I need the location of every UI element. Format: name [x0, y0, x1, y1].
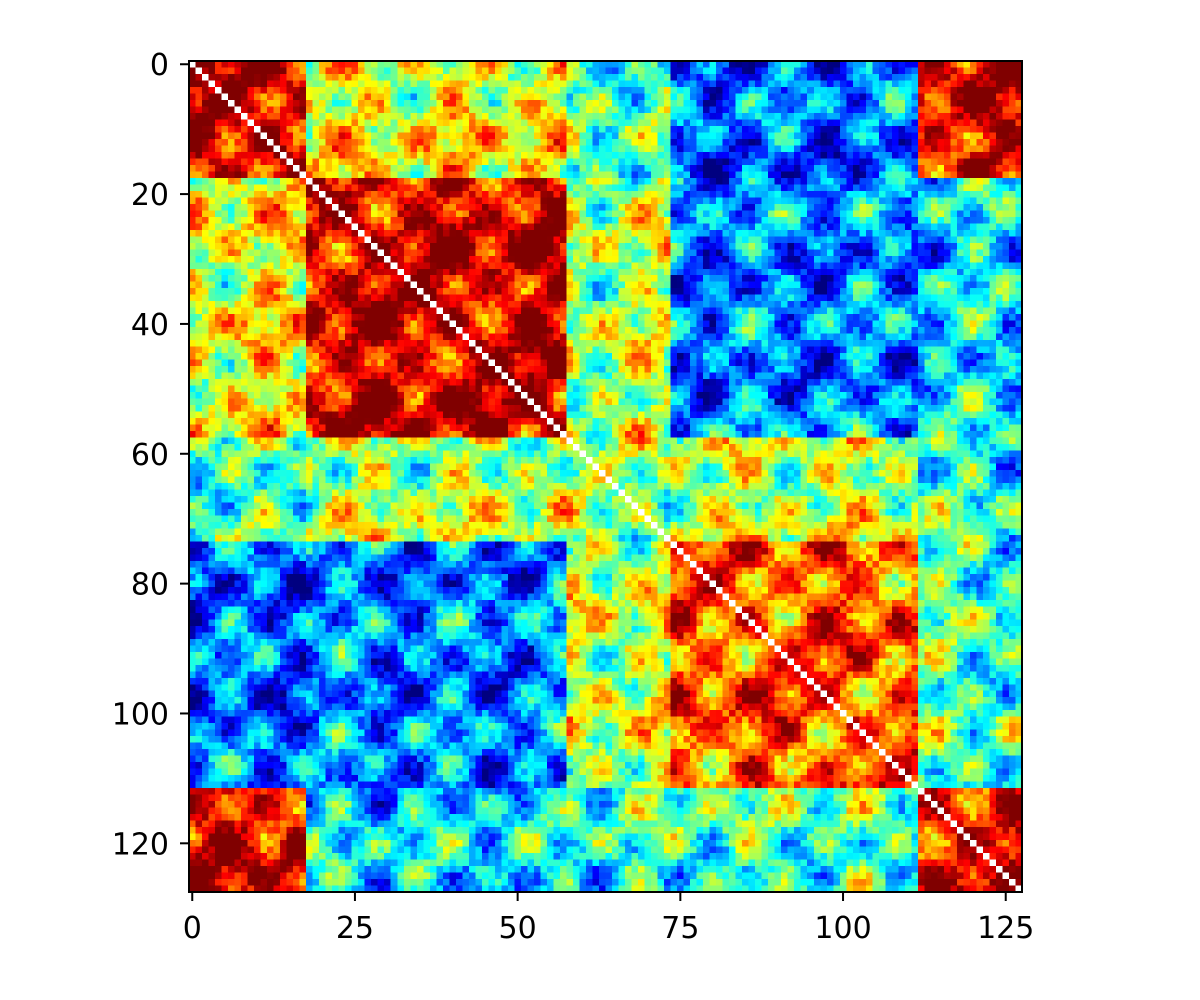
y-tick-label: 20: [131, 178, 169, 213]
heatmap-image: [189, 61, 1022, 892]
axes-frame: [188, 60, 1023, 893]
x-tick-label: 125: [977, 911, 1034, 946]
y-tick-label: 120: [112, 827, 169, 862]
y-tick-label: 0: [150, 48, 169, 83]
x-axis-ticks: 0 25 50 75 100 125: [183, 892, 1034, 946]
x-tick-label: 25: [336, 911, 374, 946]
x-tick-label: 0: [183, 911, 202, 946]
y-tick-label: 60: [131, 438, 169, 473]
y-tick-label: 80: [131, 568, 169, 603]
x-tick-label: 75: [661, 911, 699, 946]
x-tick-label: 100: [814, 911, 871, 946]
y-tick-label: 40: [131, 308, 169, 343]
y-axis-ticks: 0 20 40 60 80 100 120: [112, 48, 189, 862]
y-tick-label: 100: [112, 697, 169, 732]
x-tick-label: 50: [499, 911, 537, 946]
